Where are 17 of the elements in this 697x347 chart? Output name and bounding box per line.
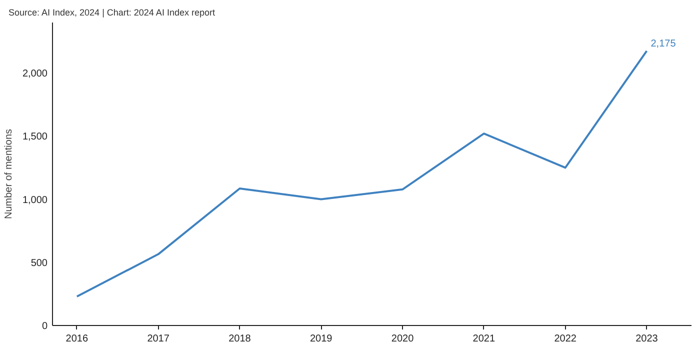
line-series: [76, 50, 648, 298]
x-tick-label: 2020: [391, 334, 414, 344]
x-tick-label: 2022: [554, 334, 577, 344]
x-tick-label: 2018: [228, 334, 252, 344]
y-axis-title: Number of mentions: [3, 128, 14, 220]
y-tick-label: 1,000: [22, 194, 48, 206]
y-tick-label: 0: [42, 321, 48, 332]
x-tick-label: 2023: [636, 334, 658, 344]
y-tick-label: 1,500: [22, 132, 48, 143]
x-tick-label: 2019: [310, 334, 333, 344]
x-tick-label: 2021: [472, 334, 496, 344]
x-tick-label: 2017: [147, 334, 170, 344]
x-tick-label: 2016: [66, 334, 88, 344]
annotation: 2,175: [650, 38, 676, 50]
y-tick-label: 500: [30, 258, 48, 269]
source-note: Source: AI Index, 2024 | Chart: 2024 AI Index report: [8, 8, 216, 18]
y-tick-label: 2,000: [22, 68, 48, 80]
